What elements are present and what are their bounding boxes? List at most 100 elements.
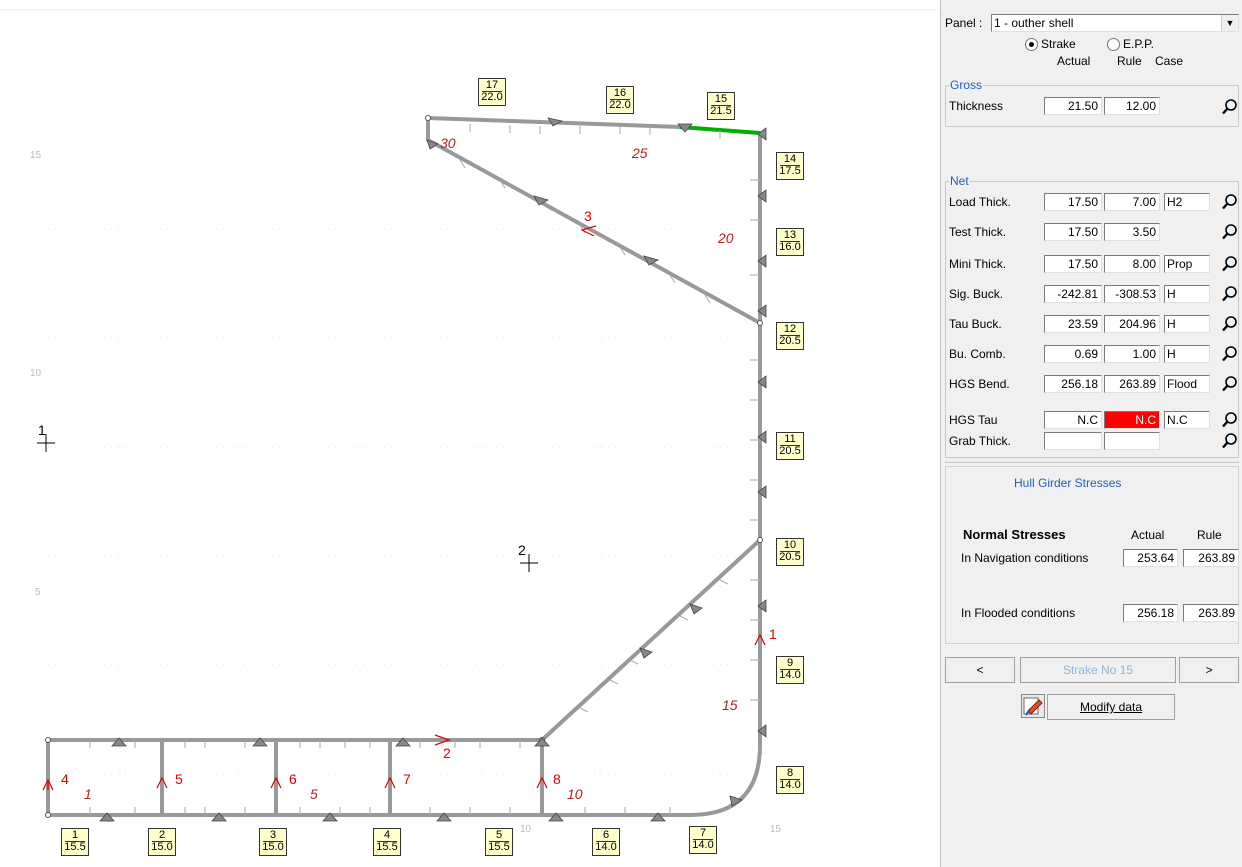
strake-radio[interactable] <box>1025 38 1038 51</box>
rule-field[interactable]: 8.00 <box>1104 255 1160 273</box>
hull-structure <box>46 116 762 817</box>
red-label: 4 <box>61 771 69 787</box>
panel-number: 15 <box>722 697 738 713</box>
strake-box-15[interactable]: 15 21.5 <box>707 92 735 120</box>
actual-field[interactable]: 0.69 <box>1044 345 1102 363</box>
flood-actual-field[interactable]: 256.18 <box>1123 604 1178 622</box>
nodes <box>45 115 763 818</box>
grid <box>48 110 800 820</box>
magnifier-icon[interactable] <box>1221 411 1239 429</box>
stiffeners <box>89 124 760 815</box>
rule-field[interactable]: 204.96 <box>1104 315 1160 333</box>
section-drawing-svg[interactable] <box>0 0 938 867</box>
strake-box-3[interactable]: 3 15.0 <box>259 828 287 856</box>
magnifier-icon[interactable] <box>1221 345 1239 363</box>
red-label: 3 <box>584 208 592 224</box>
properties-panel: Panel : 1 - outher shell ▼ Strake E.P.P.… <box>940 0 1242 867</box>
strake-box-8[interactable]: 8 14.0 <box>776 766 804 794</box>
magnifier-icon[interactable] <box>1221 223 1239 241</box>
actual-field[interactable]: 23.59 <box>1044 315 1102 333</box>
rule-field[interactable]: -308.53 <box>1104 285 1160 303</box>
hgs-rule-header: Rule <box>1197 528 1222 542</box>
actual-field[interactable]: 256.18 <box>1044 375 1102 393</box>
rule-field[interactable]: 3.50 <box>1104 223 1160 241</box>
modify-data-button[interactable]: Modify data <box>1047 694 1175 720</box>
rule-field[interactable]: N.C <box>1104 411 1160 429</box>
col-rule-header: Rule <box>1117 54 1142 68</box>
hull-girder-title: Hull Girder Stresses <box>1014 476 1122 490</box>
strake-box-1[interactable]: 1 15.5 <box>61 828 89 856</box>
center-label: 2 <box>518 542 526 558</box>
red-label: 5 <box>175 771 183 787</box>
row-label: Bu. Comb. <box>949 347 1006 361</box>
magnifier-icon[interactable] <box>1221 375 1239 393</box>
row-label: Tau Buck. <box>949 317 1002 331</box>
magnifier-icon[interactable] <box>1221 193 1239 211</box>
nav-rule-field[interactable]: 263.89 <box>1183 549 1239 567</box>
strake-box-16[interactable]: 16 22.0 <box>606 86 634 114</box>
epp-radio[interactable] <box>1107 38 1120 51</box>
strake-box-13[interactable]: 13 16.0 <box>776 228 804 256</box>
case-field[interactable]: H <box>1164 345 1210 363</box>
actual-field[interactable]: 17.50 <box>1044 193 1102 211</box>
row-label: Load Thick. <box>949 195 1011 209</box>
actual-field[interactable] <box>1044 432 1102 450</box>
strake-box-14[interactable]: 14 17.5 <box>776 152 804 180</box>
current-strake-display: Strake No 15 <box>1020 657 1176 683</box>
strake-box-10[interactable]: 10 20.5 <box>776 538 804 566</box>
case-field[interactable]: H2 <box>1164 193 1210 211</box>
strake-box-4[interactable]: 4 15.5 <box>373 828 401 856</box>
magnifier-icon[interactable] <box>1221 432 1239 450</box>
chevron-down-icon[interactable]: ▼ <box>1221 15 1238 31</box>
row-label: Grab Thick. <box>949 434 1011 448</box>
axis-tick: 10 <box>520 824 532 835</box>
epp-radio-label: E.P.P. <box>1123 37 1154 51</box>
magnifier-icon[interactable] <box>1221 255 1239 273</box>
case-field[interactable]: Flood <box>1164 375 1210 393</box>
support-markers <box>99 117 767 822</box>
case-field[interactable]: H <box>1164 285 1210 303</box>
actual-field[interactable]: 17.50 <box>1044 255 1102 273</box>
center-label: 1 <box>38 422 46 438</box>
red-label: 1 <box>769 626 777 642</box>
rule-field[interactable]: 1.00 <box>1104 345 1160 363</box>
rule-field[interactable] <box>1104 432 1160 450</box>
gross-group: Gross <box>945 78 1239 127</box>
magnifier-icon[interactable] <box>1221 315 1239 333</box>
panel-number: 30 <box>440 135 456 151</box>
rule-field[interactable]: 7.00 <box>1104 193 1160 211</box>
row-label: Sig. Buck. <box>949 287 1004 301</box>
next-strake-button[interactable]: > <box>1179 657 1239 683</box>
strake-box-17[interactable]: 17 22.0 <box>478 78 506 106</box>
actual-field[interactable]: -242.81 <box>1044 285 1102 303</box>
strake-box-9[interactable]: 9 14.0 <box>776 656 804 684</box>
case-field[interactable]: N.C <box>1164 411 1210 429</box>
panel-select[interactable]: 1 - outher shell ▼ <box>991 14 1239 32</box>
thickness-rule-field[interactable]: 12.00 <box>1104 97 1160 115</box>
flood-rule-field[interactable]: 263.89 <box>1183 604 1239 622</box>
case-field[interactable]: Prop <box>1164 255 1210 273</box>
case-field[interactable]: H <box>1164 315 1210 333</box>
strake-box-7[interactable]: 7 14.0 <box>689 826 717 854</box>
strake-box-5[interactable]: 5 15.5 <box>485 828 513 856</box>
actual-field[interactable]: 17.50 <box>1044 223 1102 241</box>
panel-number: 25 <box>632 145 648 161</box>
modify-data-label: Modify data <box>1079 700 1143 714</box>
modify-icon-button[interactable] <box>1021 694 1045 718</box>
prev-strake-button[interactable]: < <box>945 657 1015 683</box>
strake-box-11[interactable]: 11 20.5 <box>776 432 804 460</box>
strake-box-12[interactable]: 12 20.5 <box>776 322 804 350</box>
thickness-actual-field[interactable]: 21.50 <box>1044 97 1102 115</box>
actual-field[interactable]: N.C <box>1044 411 1102 429</box>
nav-actual-field[interactable]: 253.64 <box>1123 549 1178 567</box>
strake-box-6[interactable]: 6 14.0 <box>592 828 620 856</box>
net-title: Net <box>949 174 970 188</box>
row-label: HGS Bend. <box>949 377 1010 391</box>
section-drawing-canvas[interactable]: 15 10 5 10 15 1 2 1 5 10 15 20 25 30 1 2… <box>0 0 938 867</box>
panel-number: 1 <box>84 786 92 802</box>
magnifier-icon[interactable] <box>1221 285 1239 303</box>
magnifier-icon[interactable] <box>1221 98 1239 116</box>
rule-field[interactable]: 263.89 <box>1104 375 1160 393</box>
strake-box-2[interactable]: 2 15.0 <box>148 828 176 856</box>
red-label: 6 <box>289 771 297 787</box>
